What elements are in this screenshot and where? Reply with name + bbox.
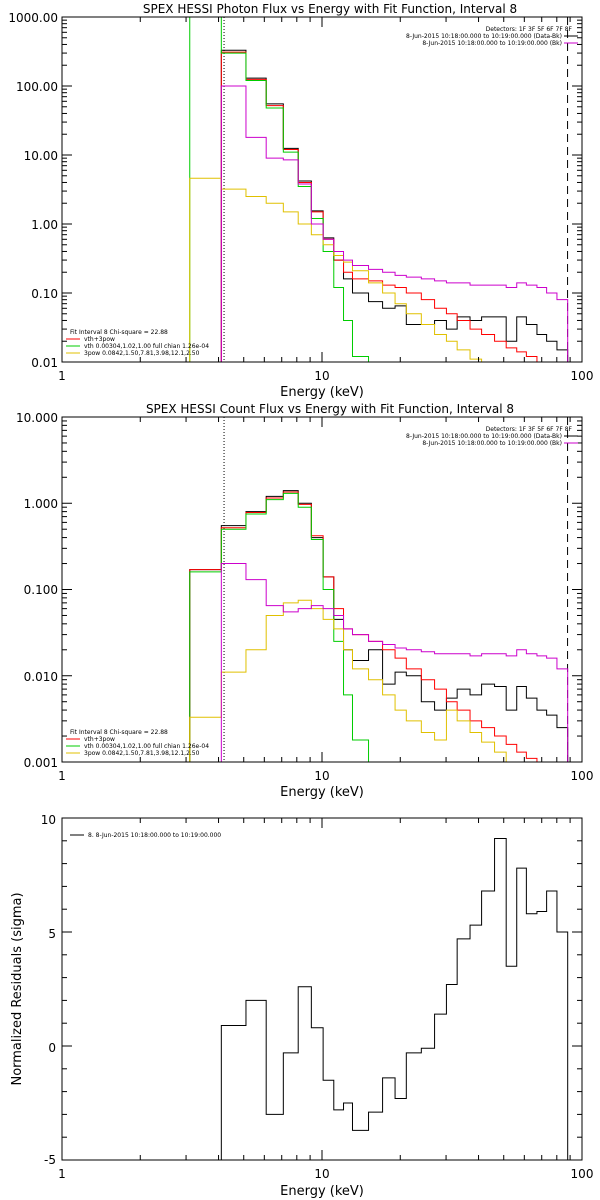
plot-area — [220, 838, 569, 1160]
panel2-legend-vth: vth 0.00304,1.02,1.00 full chian 1.26e-0… — [84, 743, 209, 750]
panel1-legend-total: vth+3pow — [84, 336, 115, 343]
panel2-xtick: 1 — [58, 769, 66, 783]
panel2-frame — [61, 416, 583, 763]
panel1-frame — [61, 16, 583, 363]
axis-ticks — [61, 17, 582, 363]
panel3-xtick: 10 — [314, 1167, 329, 1181]
panel1-legend-bk: 8-Jun-2015 10:18:00.000 to 10:19:00.000 … — [422, 40, 562, 47]
panel3-xlabel: Energy (keV) — [280, 1184, 364, 1199]
series-0-histogram — [189, 490, 569, 762]
panel2-ytick: 1.000 — [24, 497, 58, 511]
series-1-histogram — [189, 491, 538, 762]
panel3-ytick: 0 — [48, 1041, 56, 1055]
panel1-legend-detectors: Detectors: 1F 3F 5F 6F 7F 8F — [486, 26, 573, 33]
series-1-histogram — [220, 51, 558, 362]
panel1-xtick: 10 — [314, 369, 329, 383]
panel2-legend-pow: 3pow 0.0842,1.50,7.81,3.98,12.1,2.50 — [84, 750, 200, 757]
panel1-legend-data: 8-Jun-2015 10:18:00.000 to 10:19:00.000 … — [406, 33, 562, 40]
panel1-ytick: 0.10 — [31, 287, 58, 301]
panel1-legend-vth: vth 0.00304,1.02,1.00 full chian 1.26e-0… — [84, 343, 209, 350]
panel3-xtick: 100 — [571, 1167, 594, 1181]
panel3-ytick: 5 — [48, 927, 56, 941]
panel2-legend-bk: 8-Jun-2015 10:18:00.000 to 10:19:00.000 … — [422, 440, 562, 447]
panel2-ytick: 0.010 — [24, 670, 58, 684]
panel1-xtick: 1 — [58, 369, 66, 383]
series-4-histogram — [220, 563, 569, 762]
series-2-histogram — [189, 17, 370, 362]
residuals-panel: 10 5 0 -5 1 10 100 Energy (keV) Normaliz… — [10, 813, 593, 1199]
panel1-ytick: 10.00 — [24, 149, 58, 163]
panel2-legend-data: 8-Jun-2015 10:18:00.000 to 10:19:00.000 … — [406, 433, 562, 440]
panel1-xtick: 100 — [571, 369, 594, 383]
panel2-ytick: 10.000 — [16, 411, 58, 425]
panel3-ylabel: Normalized Residuals (sigma) — [10, 892, 25, 1085]
panel1-ytick: 1000.00 — [8, 11, 58, 25]
panel1-ytick: 0.01 — [31, 356, 58, 370]
panel3-frame — [61, 817, 583, 1161]
panel2-title: SPEX HESSI Count Flux vs Energy with Fit… — [146, 402, 514, 416]
plot-area — [189, 417, 569, 762]
panel3-ytick: -5 — [44, 1153, 56, 1167]
panel2-xlabel: Energy (keV) — [280, 785, 364, 800]
panel3-legend: 8. 8-Jun-2015 10:18:00.000 to 10:19:00.0… — [88, 832, 221, 839]
panel1-title: SPEX HESSI Photon Flux vs Energy with Fi… — [143, 2, 517, 16]
series-3-histogram — [189, 177, 483, 362]
series-2-histogram — [189, 492, 370, 762]
axis-ticks — [61, 417, 582, 763]
panel2-legend-detectors: Detectors: 1F 3F 5F 6F 7F 8F — [486, 426, 573, 433]
panel1-ytick: 100.00 — [16, 80, 58, 94]
panel3-ytick: 10 — [41, 813, 56, 827]
panel2-xtick: 10 — [314, 769, 329, 783]
panel2-xtick: 100 — [571, 769, 594, 783]
photon-flux-panel: SPEX HESSI Photon Flux vs Energy with Fi… — [8, 2, 593, 400]
panel2-legend-total: vth+3pow — [84, 736, 115, 743]
series-0-histogram — [220, 838, 569, 1160]
panel1-xlabel: Energy (keV) — [280, 385, 364, 400]
panel1-ytick: 1.00 — [31, 218, 58, 232]
panel1-legend-fit: Fit Interval 8 Chi-square = 22.88 — [70, 329, 168, 336]
panel3-xtick: 1 — [58, 1167, 66, 1181]
panel2-ytick: 0.100 — [24, 583, 58, 597]
series-0-histogram — [220, 49, 569, 362]
series-3-histogram — [189, 599, 518, 762]
series-4-histogram — [220, 85, 569, 362]
axis-ticks — [61, 817, 582, 1161]
plot-area — [189, 17, 569, 362]
panel2-ytick: 0.001 — [24, 756, 58, 770]
count-flux-panel: SPEX HESSI Count Flux vs Energy with Fit… — [16, 402, 593, 800]
panel2-legend-fit: Fit Interval 8 Chi-square = 22.88 — [70, 729, 168, 736]
panel1-legend-pow: 3pow 0.0842,1.50,7.81,3.98,12.1,2.50 — [84, 350, 200, 357]
